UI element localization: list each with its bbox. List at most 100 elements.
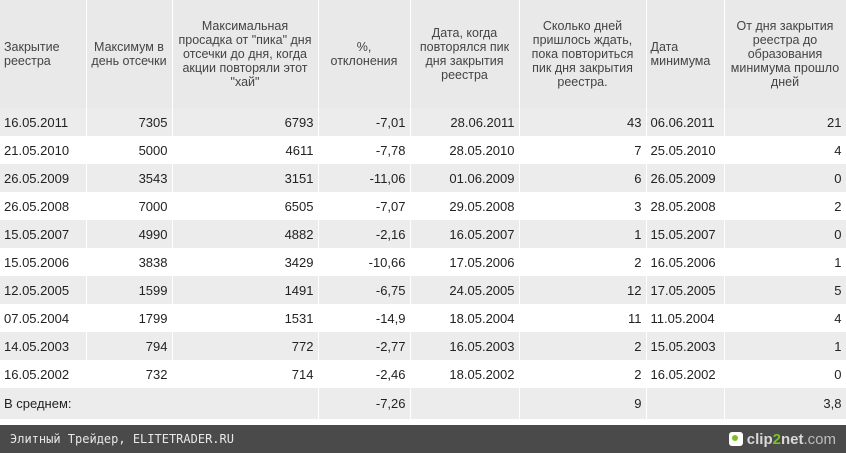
cell-max-drawdown: 4882	[172, 220, 319, 248]
average-empty	[646, 388, 725, 419]
cell-percent: -2,77	[318, 332, 411, 360]
header-registry-close: Закрытие реестра	[0, 0, 87, 108]
cell-max-cutoff: 732	[86, 360, 173, 388]
table-row: 26.05.2008 7000 6505 -7,07 29.05.2008 3 …	[0, 192, 846, 220]
cell-percent: -7,07	[318, 192, 411, 220]
brand-com: .com	[803, 430, 836, 448]
cell-days-wait: 2	[519, 248, 647, 276]
cell-days-to-min: 0	[724, 360, 846, 388]
cell-peak-repeat-date: 24.05.2005	[410, 276, 520, 304]
cell-days-wait: 12	[519, 276, 647, 304]
cell-days-wait: 11	[519, 304, 647, 332]
cell-days-to-min: 0	[724, 164, 846, 192]
cell-min-date: 25.05.2010	[646, 136, 725, 164]
cell-min-date: 16.05.2002	[646, 360, 725, 388]
average-empty	[410, 388, 520, 419]
cell-max-drawdown: 6505	[172, 192, 319, 220]
cell-max-cutoff: 3543	[86, 164, 173, 192]
cell-max-drawdown: 1491	[172, 276, 319, 304]
cell-days-wait: 6	[519, 164, 647, 192]
cell-days-wait: 2	[519, 360, 647, 388]
cell-max-cutoff: 4990	[86, 220, 173, 248]
cell-days-to-min: 1	[724, 332, 846, 360]
cell-peak-repeat-date: 29.05.2008	[410, 192, 520, 220]
cell-peak-repeat-date: 16.05.2007	[410, 220, 520, 248]
cell-registry-close: 07.05.2004	[0, 304, 87, 332]
table-row: 12.05.2005 1599 1491 -6,75 24.05.2005 12…	[0, 276, 846, 304]
cell-peak-repeat-date: 28.06.2011	[410, 108, 520, 136]
cell-peak-repeat-date: 28.05.2010	[410, 136, 520, 164]
cell-max-cutoff: 1599	[86, 276, 173, 304]
average-percent: -7,26	[318, 388, 411, 419]
cell-peak-repeat-date: 18.05.2002	[410, 360, 520, 388]
cell-days-wait: 2	[519, 332, 647, 360]
cell-max-cutoff: 3838	[86, 248, 173, 276]
header-peak-repeat-date: Дата, когда повторялся пик дня закрытия …	[410, 0, 520, 108]
cell-peak-repeat-date: 16.05.2003	[410, 332, 520, 360]
cell-min-date: 16.05.2006	[646, 248, 725, 276]
brand-clip: clip	[746, 430, 773, 448]
cell-percent: -7,01	[318, 108, 411, 136]
cell-max-drawdown: 3429	[172, 248, 319, 276]
table-row: 21.05.2010 5000 4611 -7,78 28.05.2010 7 …	[0, 136, 846, 164]
cell-min-date: 26.05.2009	[646, 164, 725, 192]
cell-registry-close: 12.05.2005	[0, 276, 87, 304]
average-days-to-min: 3,8	[724, 388, 846, 419]
cell-peak-repeat-date: 01.06.2009	[410, 164, 520, 192]
cell-max-drawdown: 3151	[172, 164, 319, 192]
table-row: 15.05.2007 4990 4882 -2,16 16.05.2007 1 …	[0, 220, 846, 248]
cell-peak-repeat-date: 17.05.2006	[410, 248, 520, 276]
cell-percent: -2,16	[318, 220, 411, 248]
cell-max-cutoff: 794	[86, 332, 173, 360]
cell-min-date: 17.05.2005	[646, 276, 725, 304]
table-row: 16.05.2002 732 714 -2,46 18.05.2002 2 16…	[0, 360, 846, 388]
cell-max-cutoff: 7000	[86, 192, 173, 220]
average-row: В среднем: -7,26 9 3,8	[0, 388, 846, 419]
brand-two: 2	[772, 430, 781, 448]
clip2net-logo: clip 2 net .com	[728, 430, 836, 448]
table-row: 16.05.2011 7305 6793 -7,01 28.06.2011 43…	[0, 108, 846, 136]
cell-max-drawdown: 6793	[172, 108, 319, 136]
cell-max-cutoff: 5000	[86, 136, 173, 164]
footer-bar: Элитный Трейдер, ELITETRADER.RU clip 2 net…	[0, 425, 846, 453]
cell-percent: -6,75	[318, 276, 411, 304]
cell-registry-close: 15.05.2007	[0, 220, 87, 248]
cell-days-wait: 43	[519, 108, 647, 136]
cell-max-drawdown: 772	[172, 332, 319, 360]
cell-percent: -11,06	[318, 164, 411, 192]
cell-max-drawdown: 1531	[172, 304, 319, 332]
cell-max-drawdown: 714	[172, 360, 319, 388]
cell-days-wait: 1	[519, 220, 647, 248]
cell-registry-close: 26.05.2009	[0, 164, 87, 192]
header-percent-deviation: %, отклонения	[318, 0, 411, 108]
table-row: 15.05.2006 3838 3429 -10,66 17.05.2006 2…	[0, 248, 846, 276]
header-days-wait: Сколько дней пришлось ждать, пока повтор…	[519, 0, 647, 108]
cell-max-drawdown: 4611	[172, 136, 319, 164]
cell-peak-repeat-date: 18.05.2004	[410, 304, 520, 332]
header-min-date: Дата минимума	[646, 0, 725, 108]
table-row: 07.05.2004 1799 1531 -14,9 18.05.2004 11…	[0, 304, 846, 332]
header-max-cutoff: Максимум в день отсечки	[86, 0, 173, 108]
cell-days-to-min: 21	[724, 108, 846, 136]
cell-min-date: 15.05.2007	[646, 220, 725, 248]
cell-min-date: 11.05.2004	[646, 304, 725, 332]
cell-days-to-min: 2	[724, 192, 846, 220]
cell-percent: -10,66	[318, 248, 411, 276]
cell-days-wait: 3	[519, 192, 647, 220]
cell-registry-close: 26.05.2008	[0, 192, 87, 220]
cell-days-to-min: 0	[724, 220, 846, 248]
cell-percent: -14,9	[318, 304, 411, 332]
footer-caption: Элитный Трейдер, ELITETRADER.RU	[10, 432, 234, 446]
table-row: 26.05.2009 3543 3151 -11,06 01.06.2009 6…	[0, 164, 846, 192]
cell-days-to-min: 4	[724, 136, 846, 164]
header-days-to-min: От дня закрытия реестра до образования м…	[724, 0, 846, 108]
data-table: Закрытие реестра Максимум в день отсечки…	[0, 0, 846, 419]
brand-net: net	[780, 430, 804, 448]
cell-registry-close: 15.05.2006	[0, 248, 87, 276]
cell-min-date: 28.05.2008	[646, 192, 725, 220]
cell-days-to-min: 1	[724, 248, 846, 276]
clip2net-icon	[728, 432, 743, 446]
cell-max-cutoff: 7305	[86, 108, 173, 136]
cell-days-wait: 7	[519, 136, 647, 164]
header-max-drawdown: Максимальная просадка от "пика" дня отсе…	[172, 0, 319, 108]
